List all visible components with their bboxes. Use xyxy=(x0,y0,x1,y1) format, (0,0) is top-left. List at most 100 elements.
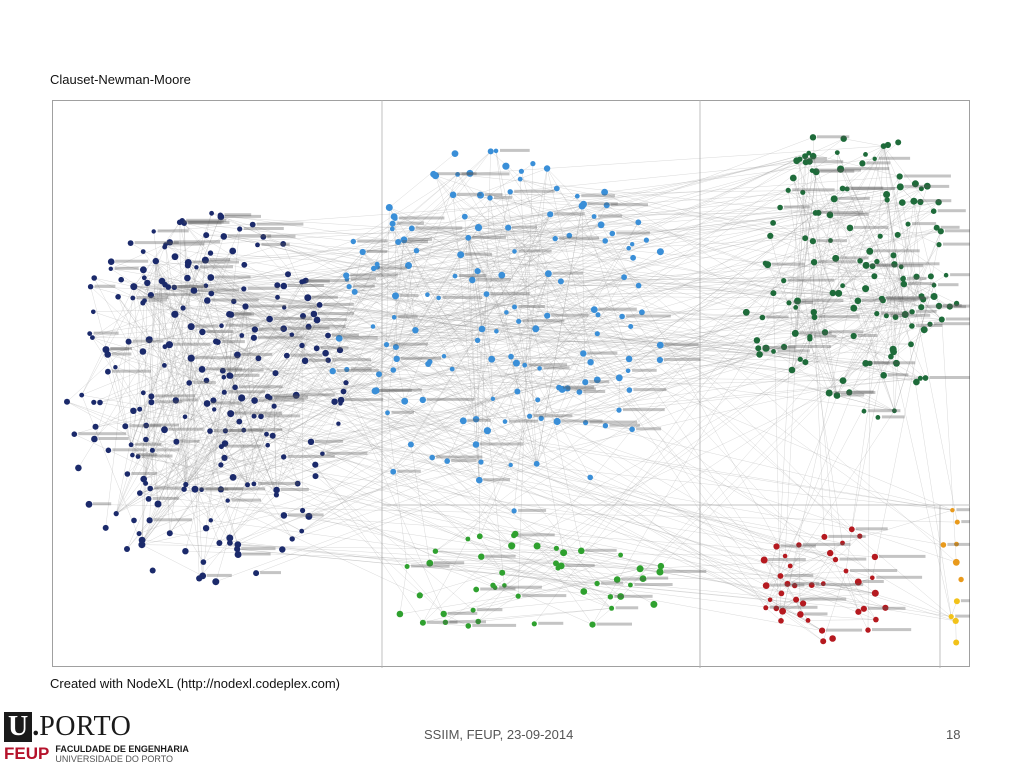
graph-node xyxy=(494,329,499,334)
graph-node xyxy=(630,254,636,261)
graph-node-label xyxy=(467,418,491,422)
graph-node xyxy=(767,232,774,239)
graph-edge xyxy=(583,591,612,609)
graph-node xyxy=(187,323,195,331)
graph-node-label xyxy=(256,222,304,226)
graph-edge xyxy=(237,265,867,545)
graph-edge xyxy=(301,281,540,369)
graph-node-label xyxy=(243,227,284,230)
graph-edge xyxy=(537,545,598,584)
graph-edge xyxy=(354,291,519,322)
graph-edge xyxy=(301,152,838,532)
graph-node xyxy=(231,298,237,304)
graph-edge xyxy=(233,301,886,608)
graph-edge xyxy=(805,361,895,411)
graph-edge xyxy=(766,546,777,586)
graph-edge xyxy=(148,317,395,500)
graph-edge xyxy=(220,370,333,466)
graph-node xyxy=(840,283,845,289)
graph-edge xyxy=(164,199,888,248)
graph-node-label xyxy=(317,312,354,315)
graph-node-label xyxy=(257,481,300,485)
graph-node xyxy=(97,399,103,406)
graph-node xyxy=(543,165,551,172)
graph-edge xyxy=(277,297,320,306)
graph-node-label xyxy=(598,307,637,311)
graph-node xyxy=(343,272,350,279)
graph-edge xyxy=(127,354,238,475)
graph-node xyxy=(166,239,173,246)
graph-edge xyxy=(814,262,922,308)
graph-node-label xyxy=(457,192,482,196)
graph-node xyxy=(171,310,179,318)
graph-node-label xyxy=(887,298,917,302)
graph-node-label xyxy=(518,508,547,512)
graph-edge xyxy=(81,394,944,546)
graph-edge xyxy=(865,265,877,314)
graph-edge xyxy=(597,314,877,620)
graph-edge xyxy=(581,205,634,258)
graph-node xyxy=(179,218,185,224)
graph-node xyxy=(490,396,496,401)
graph-edge xyxy=(184,416,584,592)
graph-node xyxy=(269,432,276,439)
graph-edge xyxy=(168,257,634,288)
graph-node-label xyxy=(609,423,640,427)
graph-edge xyxy=(254,329,895,411)
graph-node xyxy=(865,627,871,633)
graph-edge xyxy=(133,286,150,340)
graph-edge xyxy=(188,262,236,388)
graph-node xyxy=(207,428,213,434)
graph-edge xyxy=(502,572,823,631)
graph-node-label xyxy=(818,315,860,319)
graph-edge xyxy=(185,281,303,485)
graph-node-label xyxy=(664,569,707,573)
graph-edge xyxy=(520,178,839,294)
graph-node-label xyxy=(907,276,927,280)
graph-node xyxy=(325,332,331,339)
graph-edge xyxy=(143,153,809,480)
graph-node xyxy=(173,438,180,445)
graph-edge xyxy=(435,266,873,552)
graph-edge xyxy=(213,400,952,617)
graph-node-label xyxy=(198,288,239,292)
graph-node-label xyxy=(332,333,359,337)
graph-node-label xyxy=(867,606,906,610)
graph-node xyxy=(124,471,131,477)
graph-edge xyxy=(782,611,823,631)
graph-edge xyxy=(143,269,186,485)
graph-edge xyxy=(457,174,629,371)
graph-node-label xyxy=(769,605,818,609)
graph-edge xyxy=(174,287,777,609)
graph-edge xyxy=(128,341,132,445)
graph-node xyxy=(165,284,172,290)
graph-node xyxy=(602,423,609,429)
graph-node xyxy=(218,462,224,468)
graph-node xyxy=(469,276,476,284)
graph-edge xyxy=(787,559,836,585)
graph-edge xyxy=(513,535,557,549)
graph-edge xyxy=(464,216,760,355)
graph-edge xyxy=(308,516,621,597)
graph-edge xyxy=(269,397,953,511)
graph-node xyxy=(340,388,347,395)
graph-edge xyxy=(604,192,870,252)
graph-node xyxy=(300,313,306,319)
graph-edge xyxy=(403,205,583,240)
graph-node-label xyxy=(320,346,349,350)
graph-node xyxy=(147,292,154,299)
graph-edge xyxy=(164,346,474,611)
graph-edge xyxy=(606,186,901,206)
graph-node xyxy=(212,578,220,586)
graph-node xyxy=(139,348,147,355)
graph-node xyxy=(331,398,338,405)
graph-edge xyxy=(81,286,134,396)
graph-node-label xyxy=(904,184,950,188)
graph-node-label xyxy=(826,628,863,632)
graph-node xyxy=(553,185,560,192)
graph-node-label xyxy=(792,188,835,192)
graph-edge xyxy=(435,551,621,597)
graph-edge xyxy=(389,153,456,208)
graph-edge xyxy=(510,191,607,206)
graph-edge xyxy=(513,168,548,511)
